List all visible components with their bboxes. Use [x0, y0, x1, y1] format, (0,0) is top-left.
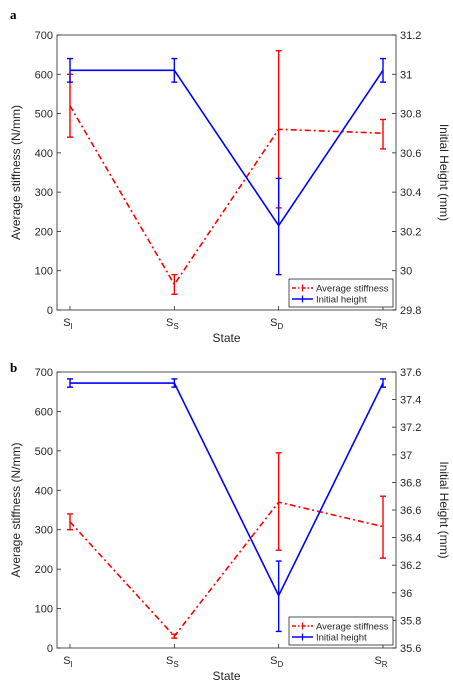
right-tick-label: 37.4 — [400, 395, 421, 407]
right-tick-label: 37.6 — [400, 367, 421, 379]
left-tick-label: 100 — [35, 604, 53, 616]
panel-label: a — [10, 7, 17, 22]
right-tick-label: 37 — [400, 450, 412, 462]
right-tick-label: 30.8 — [400, 109, 421, 121]
right-tick-label: 31 — [400, 69, 412, 81]
x-tick-label: SS — [166, 655, 179, 669]
series-line-1 — [70, 382, 384, 598]
left-tick-label: 200 — [35, 564, 53, 576]
left-tick-label: 100 — [35, 266, 53, 278]
right-y-axis-label: Initial Height (mm) — [437, 461, 451, 558]
left-tick-label: 500 — [35, 109, 53, 121]
x-axis-label: State — [212, 669, 240, 683]
left-tick-label: 700 — [35, 367, 53, 379]
x-tick-label: SR — [374, 655, 387, 669]
right-tick-label: 30.4 — [400, 187, 421, 199]
left-tick-label: 400 — [35, 148, 53, 160]
left-tick-label: 300 — [35, 525, 53, 537]
axes-box — [56, 371, 397, 649]
chart-panel-b: b 0 100 200 300 400 500 600 700 35.6 35.8 36 36.2 36.… — [9, 360, 451, 683]
legend-entry-0: Average stiffness — [316, 622, 389, 633]
x-tick-label: SS — [166, 317, 179, 331]
right-tick-label: 35.6 — [400, 643, 421, 655]
legend-box — [288, 616, 394, 646]
right-y-axis-label: Initial Height (mm) — [437, 124, 451, 221]
x-tick-label: SD — [270, 655, 283, 669]
left-tick-label: 600 — [35, 406, 53, 418]
left-y-axis-label: Average stiffness (N/mm) — [9, 105, 23, 240]
x-tick-label: SI — [63, 317, 73, 331]
right-tick-label: 36.6 — [400, 505, 421, 517]
left-tick-label: 700 — [35, 30, 53, 42]
legend-entry-0: Average stiffness — [316, 284, 389, 295]
right-tick-label: 37.2 — [400, 422, 421, 434]
right-tick-label: 36.2 — [400, 560, 421, 572]
series-line-0 — [69, 501, 384, 638]
legend-entry-1: Initial height — [316, 295, 367, 306]
x-tick-label: SD — [270, 317, 283, 331]
right-tick-label: 30.2 — [400, 226, 421, 238]
series-line-0 — [69, 105, 384, 286]
left-tick-label: 400 — [35, 485, 53, 497]
legend-box — [288, 278, 394, 308]
left-tick-label: 0 — [47, 305, 53, 317]
legend-entry-1: Initial height — [316, 633, 367, 644]
x-tick-label: SI — [63, 655, 73, 669]
chart-panel-a: a 0 100 200 300 400 500 600 700 29.8 30 30.2 30.4 30.… — [9, 7, 451, 345]
left-tick-label: 300 — [35, 187, 53, 199]
series-line-1 — [70, 69, 384, 227]
right-tick-label: 36 — [400, 588, 412, 600]
right-tick-label: 29.8 — [400, 305, 421, 317]
panel-label: b — [10, 360, 17, 375]
axes-box — [56, 34, 397, 311]
left-tick-label: 500 — [35, 446, 53, 458]
right-tick-label: 30 — [400, 266, 412, 278]
right-tick-label: 31.2 — [400, 30, 421, 42]
right-tick-label: 36.8 — [400, 477, 421, 489]
x-axis-label: State — [212, 331, 240, 345]
left-tick-label: 0 — [47, 643, 53, 655]
left-y-axis-label: Average stiffness (N/mm) — [9, 443, 23, 578]
x-tick-label: SR — [374, 317, 387, 331]
left-tick-label: 200 — [35, 226, 53, 238]
right-tick-label: 36.4 — [400, 533, 421, 545]
right-tick-label: 35.8 — [400, 615, 421, 627]
left-tick-label: 600 — [35, 69, 53, 81]
right-tick-label: 30.6 — [400, 148, 421, 160]
